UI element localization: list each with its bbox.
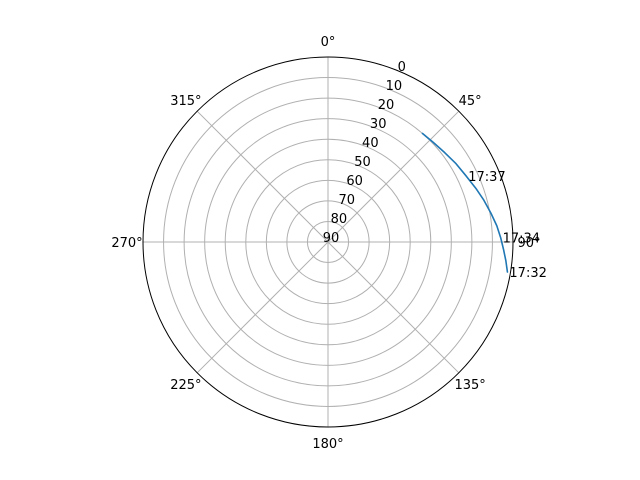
r-tick-label-0: 0 — [398, 60, 406, 75]
r-tick-label-50: 50 — [354, 155, 371, 170]
time-annotations: 17:32 17:34 17:37 — [468, 170, 547, 281]
angular-tick-labels: 0° 45° 90° 135° 180° 225° 270° 315° — [111, 35, 540, 452]
r-tick-label-90: 90 — [323, 231, 340, 246]
theta-tick-label-45: 45° — [459, 94, 482, 109]
time-annotation-1: 17:34 — [503, 231, 540, 246]
r-tick-label-70: 70 — [338, 193, 355, 208]
polar-frame — [142, 56, 514, 428]
radial-tick-labels: 0 10 20 30 40 50 60 70 80 90 — [323, 60, 406, 246]
r-tick-label-20: 20 — [378, 98, 395, 113]
time-annotation-0: 17:32 — [509, 266, 546, 281]
grid-spoke-135 — [327, 241, 460, 374]
polar-grid — [142, 56, 514, 428]
time-annotation-2: 17:37 — [468, 170, 505, 185]
series-layer — [421, 132, 509, 273]
theta-tick-label-270: 270° — [111, 236, 142, 251]
r-tick-label-60: 60 — [346, 174, 363, 189]
theta-tick-label-0: 0° — [321, 35, 336, 50]
r-tick-label-30: 30 — [370, 117, 387, 132]
series-line-0 — [421, 132, 509, 273]
grid-spoke-225 — [196, 241, 329, 374]
r-tick-label-80: 80 — [331, 212, 348, 227]
theta-tick-label-225: 225° — [170, 378, 201, 393]
grid-spoke-45 — [327, 110, 460, 243]
theta-tick-label-135: 135° — [454, 378, 485, 393]
theta-tick-label-315: 315° — [170, 94, 201, 109]
theta-tick-label-180: 180° — [312, 437, 343, 452]
r-tick-label-10: 10 — [386, 79, 403, 94]
grid-spoke-315 — [196, 110, 329, 243]
r-tick-label-40: 40 — [362, 136, 379, 151]
theta-tick-label-90: 90° — [517, 236, 540, 251]
